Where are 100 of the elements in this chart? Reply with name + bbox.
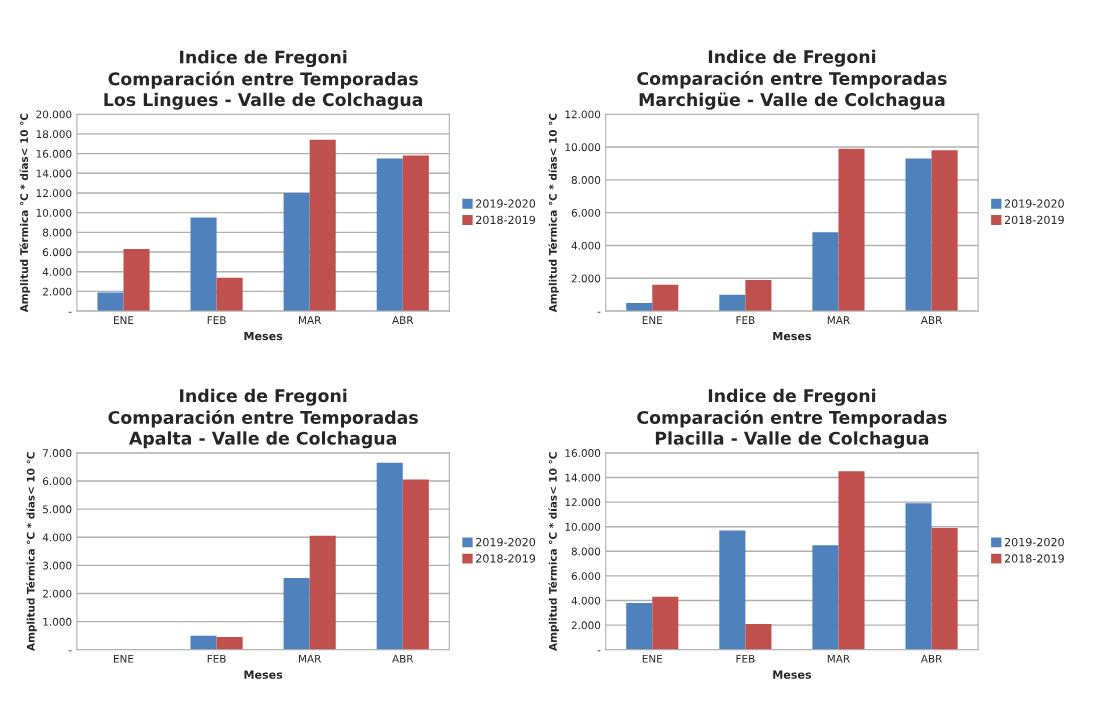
y-tick-label: 8.000 <box>571 176 601 184</box>
bar <box>812 232 839 312</box>
bar <box>283 578 310 650</box>
x-tick-label: ABR <box>392 654 414 663</box>
y-tick-label: 2.000 <box>43 287 72 296</box>
bar <box>719 530 746 650</box>
x-tick-label: MAR <box>827 654 850 663</box>
legend-label: 2019-2020 <box>476 199 536 208</box>
bar <box>838 148 865 312</box>
y-tick-label: - <box>597 311 601 313</box>
y-tick-label: 6.000 <box>42 248 72 257</box>
bar <box>652 596 679 650</box>
legend-label: 2018-2019 <box>1004 215 1064 225</box>
y-tick-label: 10.000 <box>36 208 72 217</box>
y-tick-label: 8.000 <box>42 228 72 237</box>
y-tick-label: 1.000 <box>43 617 72 626</box>
bar <box>190 217 217 312</box>
chart-title: Indice de Fregoni Comparación entre Temporadas Placilla - Valle de Colchagua <box>637 388 947 449</box>
x-axis-title: Meses <box>773 670 812 679</box>
chart-title: Indice de Fregoni Comparación entre Temporadas Marchigüe - Valle de Colchagua <box>637 49 947 110</box>
y-tick-label: 4.000 <box>42 533 72 542</box>
x-axis-title: Meses <box>244 331 283 341</box>
legend-label: 2019-2020 <box>1004 537 1064 547</box>
bar <box>626 602 653 650</box>
y-tick-label: 20.000 <box>36 110 72 119</box>
y-tick-label: 14.000 <box>565 473 601 482</box>
x-tick-label: MAR <box>299 654 322 663</box>
y-tick-label: 7.000 <box>43 449 72 457</box>
bar <box>376 158 403 312</box>
y-tick-label: 2.000 <box>43 589 72 598</box>
x-tick-label: FEB <box>736 654 755 663</box>
legend-label: 2018-2019 <box>1004 554 1064 563</box>
bar <box>309 535 336 650</box>
y-tick-label: - <box>68 311 72 313</box>
y-tick-label: 4.000 <box>571 241 601 250</box>
y-axis-title: Amplitud Térmica °C * días< 10 °C <box>26 452 37 651</box>
bar <box>745 623 772 650</box>
x-tick-label: ENE <box>642 316 663 324</box>
bar <box>216 277 243 312</box>
y-tick-label: 10.000 <box>565 143 601 152</box>
legend-label: 2019-2020 <box>476 537 536 547</box>
y-tick-label: 3.000 <box>43 561 72 570</box>
x-tick-label: ENE <box>642 654 663 663</box>
y-tick-label: 5.000 <box>43 505 72 514</box>
x-tick-label: ABR <box>392 316 414 324</box>
x-tick-label: ABR <box>920 316 943 324</box>
y-axis-title: Amplitud Térmica °C * días< 10 °C <box>548 113 559 313</box>
x-tick-label: MAR <box>299 316 322 324</box>
bar <box>931 150 958 312</box>
y-tick-label: 16.000 <box>565 449 601 457</box>
y-tick-label: 12.000 <box>565 110 601 119</box>
y-tick-label: 14.000 <box>36 169 72 178</box>
x-axis-title: Meses <box>773 331 812 341</box>
x-tick-label: FEB <box>207 654 226 663</box>
x-tick-label: FEB <box>207 316 226 324</box>
x-tick-label: ENE <box>114 316 134 324</box>
y-tick-label: 4.000 <box>42 267 72 276</box>
y-axis-title: Amplitud Térmica °C * días< 10 °C <box>19 113 31 313</box>
bar <box>402 155 429 312</box>
bar <box>652 284 679 312</box>
bar <box>745 279 772 312</box>
y-tick-label: 6.000 <box>571 208 601 217</box>
x-tick-label: FEB <box>736 316 755 324</box>
bar <box>719 294 746 312</box>
bar <box>123 249 150 312</box>
x-tick-label: ENE <box>114 654 134 663</box>
y-tick-label: 2.000 <box>571 274 601 283</box>
y-tick-label: 16.000 <box>36 149 72 158</box>
y-tick-label: - <box>597 650 601 652</box>
bar <box>190 635 217 650</box>
y-axis-title: Amplitud Térmica °C * días< 10 °C <box>548 452 559 651</box>
y-tick-label: 8.000 <box>571 547 601 556</box>
y-tick-label: 12.000 <box>565 498 601 507</box>
chart-title: Indice de Fregoni Comparación entre Temporadas Apalta - Valle de Colchagua <box>108 388 418 449</box>
bar <box>812 545 839 650</box>
y-tick-label: 4.000 <box>571 596 601 605</box>
x-tick-label: ABR <box>920 654 943 663</box>
bar <box>283 192 310 312</box>
y-tick-label: 10.000 <box>565 522 601 531</box>
bar <box>905 503 932 650</box>
bar <box>838 471 865 650</box>
legend-label: 2018-2019 <box>476 215 536 225</box>
legend-label: 2019-2020 <box>1004 199 1064 208</box>
chart-title: Indice de Fregoni Comparación entre Temporadas Los Lingues - Valle de Colchagua <box>104 50 423 110</box>
bar <box>97 292 124 312</box>
bar <box>402 479 429 650</box>
bar <box>931 527 958 650</box>
y-tick-label: 18.000 <box>36 130 72 139</box>
y-tick-label: 12.000 <box>36 189 72 198</box>
legend-label: 2018-2019 <box>476 554 536 563</box>
y-tick-label: 6.000 <box>571 572 601 581</box>
y-tick-label: 2.000 <box>571 621 601 630</box>
bar <box>309 139 336 312</box>
bar <box>376 462 403 650</box>
x-axis-title: Meses <box>244 670 283 679</box>
bar <box>216 637 243 650</box>
x-tick-label: MAR <box>827 316 850 324</box>
bar <box>905 158 932 312</box>
y-tick-label: - <box>68 650 72 652</box>
y-tick-label: 6.000 <box>42 477 72 486</box>
